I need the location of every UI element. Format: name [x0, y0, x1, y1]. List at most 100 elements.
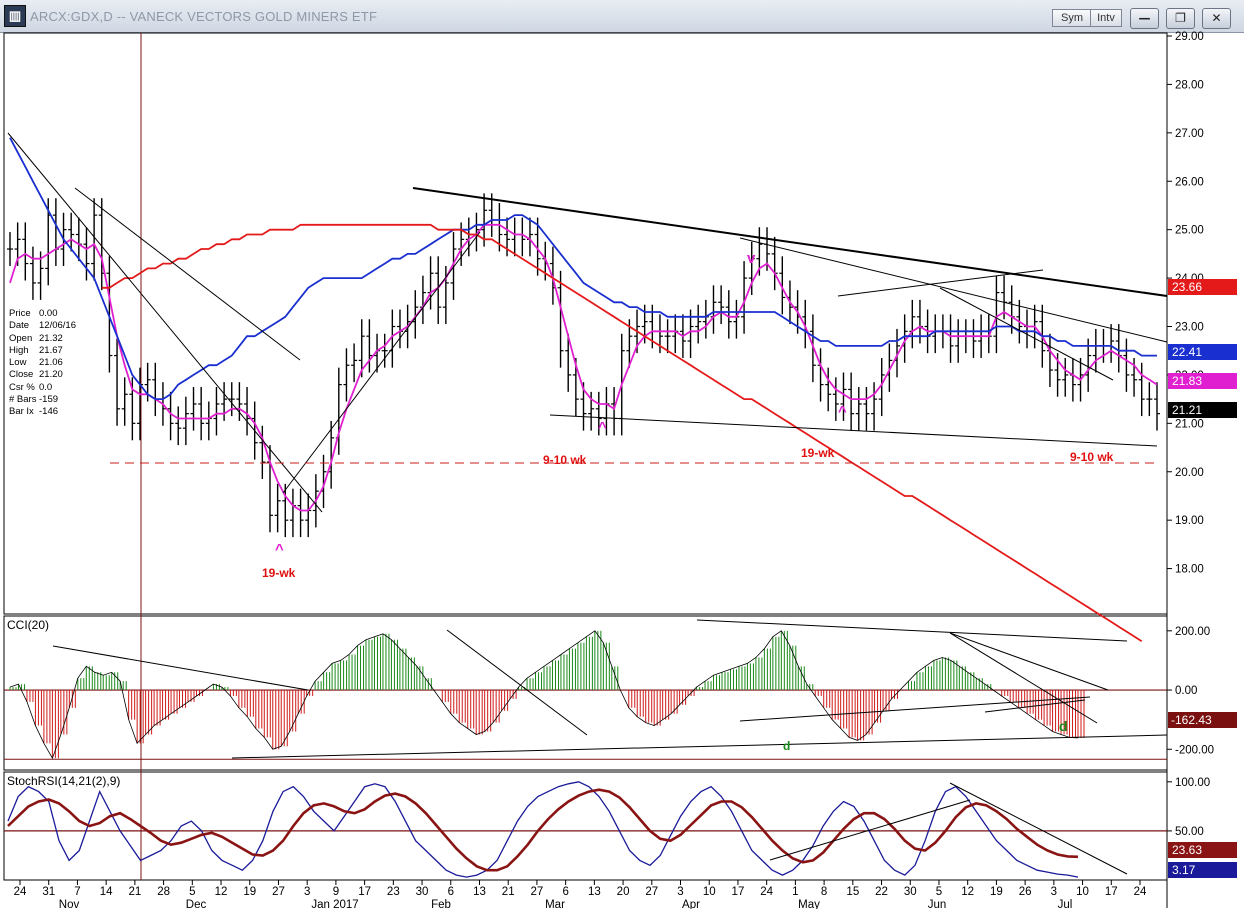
x-tick-label: 23 [387, 886, 400, 898]
x-tick-label: 13 [473, 886, 486, 898]
x-tick-label: 17 [1105, 886, 1118, 898]
x-tick-label: 10 [703, 886, 716, 898]
stochrsi-title: StochRSI(14,21(2),9) [7, 774, 120, 788]
x-tick-label: 3 [1051, 886, 1057, 898]
x-tick-label: 19 [243, 886, 256, 898]
info-value: 21.20 [39, 369, 63, 381]
x-tick-label: 30 [904, 886, 917, 898]
x-month-label: Mar [545, 899, 565, 909]
close-button[interactable]: ✕ [1202, 8, 1231, 29]
info-row: # Bars -159 [9, 394, 87, 406]
info-row: Date 12/06/16 [9, 320, 87, 332]
info-row: High 21.67 [9, 345, 87, 357]
x-tick-label: 12 [215, 886, 228, 898]
trend-line [7, 132, 323, 513]
x-tick-label: 7 [74, 886, 80, 898]
symbol-button[interactable]: Sym [1052, 9, 1092, 27]
info-key: Low [9, 357, 27, 369]
price-value-badge [1168, 279, 1237, 295]
x-tick-label: 13 [588, 886, 601, 898]
x-tick-label: 5 [936, 886, 942, 898]
trend-line [412, 187, 1168, 297]
interval-button-label: Intv [1097, 12, 1115, 24]
info-key: High [9, 344, 29, 356]
x-tick-label: 24 [1134, 886, 1147, 898]
info-key: # Bars [9, 394, 37, 406]
price-tick-label: 23.00 [1175, 322, 1204, 334]
x-tick-label: 10 [1076, 886, 1089, 898]
x-tick-label: 6 [562, 886, 568, 898]
x-month-label: Jun [928, 899, 947, 909]
minimize-button[interactable]: — [1130, 8, 1159, 29]
stochrsi-value-badge [1168, 862, 1237, 878]
window-title: ARCX:GDX,D -- VANECK VECTORS GOLD MINERS… [30, 9, 378, 24]
price-tick-label: 27.00 [1175, 128, 1204, 140]
price-value-badge [1168, 344, 1237, 360]
cci-title: CCI(20) [7, 618, 49, 632]
info-row: Open 21.32 [9, 333, 87, 345]
cci-divergence-label: d [1059, 718, 1068, 734]
stochrsi-value-label: 3.17 [1172, 863, 1196, 877]
x-tick-label: 27 [531, 886, 544, 898]
stochrsi-tick-label: 100.00 [1175, 777, 1210, 789]
x-tick-label: 21 [502, 886, 515, 898]
x-tick-label: 24 [14, 886, 27, 898]
stochrsi-tick-label: 50.00 [1175, 826, 1204, 838]
info-key: Open [9, 332, 33, 344]
price-value-label: 22.41 [1172, 345, 1202, 359]
x-tick-label: 8 [821, 886, 827, 898]
info-value: -146 [39, 406, 59, 418]
info-row: Bar Ix -146 [9, 406, 87, 418]
price-value-label: 23.66 [1172, 280, 1202, 294]
info-row: Close 21.20 [9, 369, 87, 381]
price-value-label: 21.21 [1172, 403, 1202, 417]
price-tick-label: 28.00 [1175, 79, 1204, 91]
x-tick-label: 3 [304, 886, 310, 898]
x-tick-label: 14 [100, 886, 113, 898]
cycle-annotation-label: 9-10 wk [1070, 450, 1114, 464]
cci-divergence-label: d [783, 739, 790, 753]
x-tick-label: 24 [760, 886, 773, 898]
info-value: 12/06/16 [39, 320, 76, 332]
x-month-label: Nov [59, 899, 80, 909]
info-value: 0.0 [39, 381, 53, 393]
x-tick-label: 27 [645, 886, 658, 898]
trend-line [74, 187, 301, 361]
cci-value-label: -162.43 [1171, 713, 1212, 727]
price-value-label: 21.83 [1172, 374, 1202, 388]
stochrsi-trend-line [949, 782, 1128, 875]
info-key: Bar Ix [9, 406, 34, 418]
price-tick-label: 21.00 [1175, 418, 1204, 430]
x-month-label: May [798, 899, 820, 909]
stochrsi-panel-frame [3, 771, 1168, 881]
x-tick-label: 9 [333, 886, 339, 898]
info-row: Price 0.00 [9, 308, 87, 320]
stochrsi-value-badge [1168, 842, 1237, 858]
x-tick-label: 21 [128, 886, 141, 898]
cci-panel-frame [3, 615, 1168, 771]
x-tick-label: 5 [189, 886, 195, 898]
x-tick-label: 28 [157, 886, 170, 898]
cycle-annotation-label: ^ [598, 419, 607, 436]
restore-button[interactable]: ❐ [1166, 8, 1195, 29]
trend-line [739, 237, 1168, 343]
trend-line [282, 231, 481, 494]
trend-line [549, 414, 1158, 447]
trend-line [837, 269, 1044, 297]
info-value: 21.06 [39, 357, 63, 369]
trend-line [939, 287, 1114, 381]
cci-trend-line [949, 632, 1109, 691]
ma-mid-line [9, 137, 1157, 400]
x-month-label: Jul [1058, 899, 1073, 909]
interval-button[interactable]: Intv [1090, 9, 1122, 27]
info-key: Date [9, 320, 30, 332]
info-key: Close [9, 369, 34, 381]
minimize-icon: — [1138, 11, 1151, 25]
price-value-badge [1168, 373, 1237, 389]
x-tick-label: 17 [732, 886, 745, 898]
x-month-label: Dec [186, 899, 207, 909]
app-logo-icon: ▥ [4, 5, 26, 27]
cycle-annotation-label: ^ [275, 541, 284, 558]
